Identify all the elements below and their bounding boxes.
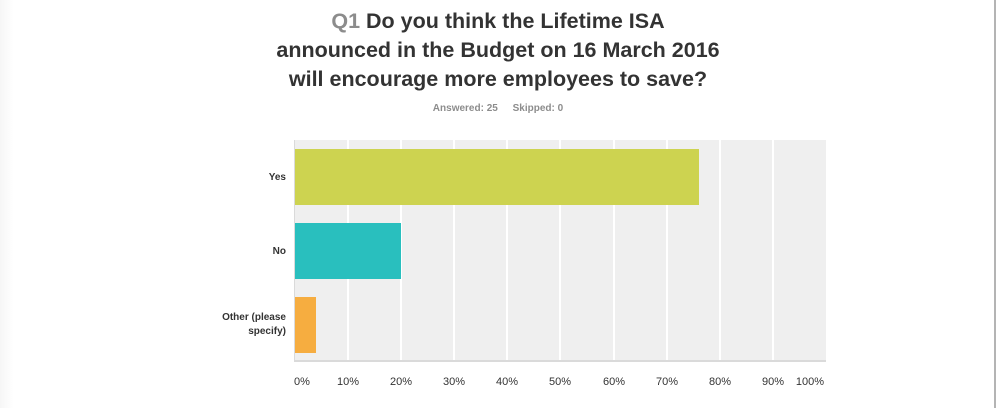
x-tick-0: 0% [294,376,310,388]
question-title: Q1 Do you think the Lifetime ISA announc… [0,7,996,94]
bar-other[interactable] [295,297,317,353]
x-tick-30: 30% [442,376,466,388]
category-label-no-text: No [272,246,286,257]
category-label-other-line1: Other (please [222,312,286,323]
chart-plot-area [294,140,826,362]
category-label-other-line2: specify) [248,326,286,337]
question-text-line2: announced in the Budget on 16 March 2016 [276,38,720,62]
skipped-count: Skipped: 0 [512,103,564,114]
category-label-no: No [166,245,286,259]
x-tick-10: 10% [336,376,360,388]
x-tick-90: 90% [761,376,785,388]
category-label-yes: Yes [166,171,286,185]
left-edge-shade [0,0,14,408]
response-stats: Answered: 25 Skipped: 0 [0,103,996,114]
gridline-60 [613,140,615,360]
gridline-40 [506,140,508,360]
x-tick-80: 80% [708,376,732,388]
bar-no[interactable] [295,223,402,279]
question-number: Q1 [331,9,361,33]
category-label-yes-text: Yes [268,172,286,183]
x-tick-70: 70% [655,376,679,388]
gridline-30 [453,140,455,360]
question-text-line1: Do you think the Lifetime ISA [366,9,665,33]
category-label-other: Other (please specify) [166,311,286,339]
x-tick-100: 100% [795,376,825,388]
right-edge-border [994,0,996,408]
gridline-50 [559,140,561,360]
x-tick-40: 40% [495,376,519,388]
bar-yes[interactable] [295,149,699,205]
question-text-line3: will encourage more employees to save? [288,67,708,91]
gridline-80 [719,140,721,360]
gridline-90 [772,140,774,360]
x-tick-20: 20% [389,376,413,388]
x-tick-60: 60% [602,376,626,388]
answered-count: Answered: 25 [432,103,498,114]
gridline-70 [666,140,668,360]
x-tick-50: 50% [548,376,572,388]
